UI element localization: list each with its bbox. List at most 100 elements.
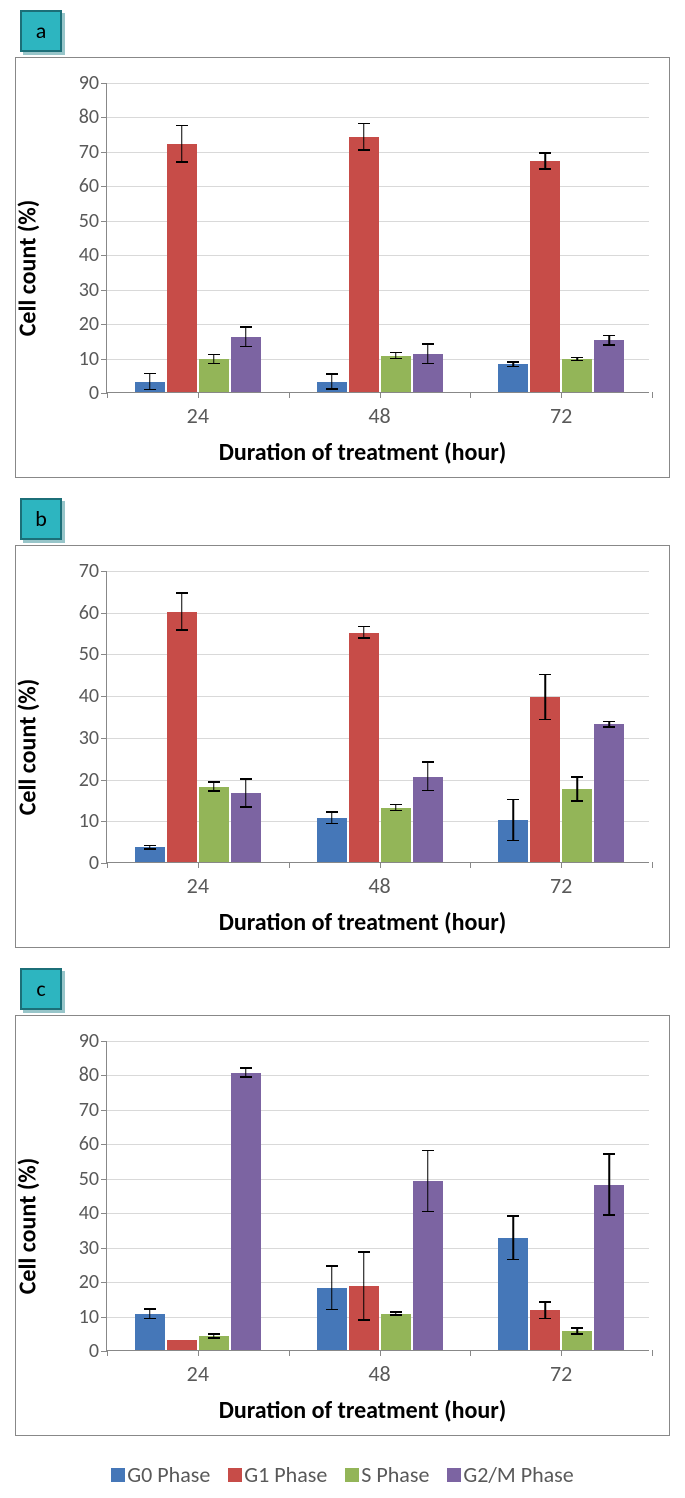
error-cap	[144, 845, 156, 847]
panel-label-a: a	[20, 10, 62, 52]
chart-a: Cell count (%)0102030405060708090244872D…	[15, 57, 670, 478]
ytick-label: 10	[79, 1305, 107, 1329]
error-cap	[240, 1067, 252, 1069]
error-cap	[208, 790, 220, 792]
bar-G2M	[594, 1185, 624, 1350]
error-bar	[544, 153, 546, 170]
bar-G1	[349, 1286, 379, 1350]
bar-G1	[530, 1310, 560, 1350]
error-cap	[208, 354, 220, 356]
bar-G0	[135, 847, 165, 862]
bar-G1	[530, 161, 560, 392]
bar-G0	[498, 820, 528, 862]
legend-item-G2M: G2/M Phase	[447, 1461, 573, 1488]
xtick-mark	[289, 862, 290, 868]
bar-G0	[317, 1288, 347, 1350]
bar-G1	[167, 1340, 197, 1350]
error-cap	[571, 1327, 583, 1329]
error-cap	[571, 357, 583, 359]
bar-group-72	[498, 1185, 624, 1350]
error-cap	[539, 168, 551, 170]
bar-G0	[135, 1314, 165, 1350]
xtick-label: 48	[368, 862, 390, 899]
xtick-label: 48	[368, 392, 390, 429]
error-cap	[390, 358, 402, 360]
error-bar	[608, 1154, 610, 1216]
error-cap	[240, 1076, 252, 1078]
chart-b: Cell count (%)010203040506070244872Durat…	[15, 545, 670, 948]
error-bar	[245, 779, 247, 808]
bar-G0	[498, 1238, 528, 1350]
ytick-label: 50	[79, 1167, 107, 1191]
y-axis-label: Cell count (%)	[14, 1157, 43, 1294]
gridline	[107, 1041, 649, 1042]
ytick-label: 0	[89, 1339, 107, 1363]
x-axis-label: Duration of treatment (hour)	[56, 908, 669, 937]
xtick-label: 72	[550, 1350, 572, 1387]
error-cap	[144, 1318, 156, 1320]
ytick-label: 50	[79, 209, 107, 233]
xtick-mark	[107, 862, 108, 868]
xtick-mark	[289, 1350, 290, 1356]
ytick-label: 80	[79, 1063, 107, 1087]
error-cap	[176, 125, 188, 127]
error-cap	[390, 1314, 402, 1316]
ytick-label: 20	[79, 768, 107, 792]
bar-S	[199, 359, 229, 392]
bar-G2M	[413, 777, 443, 863]
error-cap	[539, 674, 551, 676]
bar-G1	[167, 612, 197, 862]
bar-G2M	[231, 1073, 261, 1350]
error-cap	[571, 360, 583, 362]
y-axis-label: Cell count (%)	[14, 199, 43, 336]
bar-group-48	[317, 633, 443, 862]
error-cap	[176, 629, 188, 631]
chart-c: Cell count (%) 0102030405060708090244872 D…	[15, 1015, 670, 1436]
ytick-label: 10	[79, 809, 107, 833]
error-cap	[208, 1337, 220, 1339]
xtick-mark	[289, 392, 290, 398]
error-cap	[422, 1211, 434, 1213]
xtick-mark	[470, 1350, 471, 1356]
bar-group-24	[135, 612, 261, 862]
bar-group-24	[135, 144, 261, 392]
error-bar	[576, 777, 578, 802]
bar-S	[381, 1314, 411, 1350]
error-cap	[240, 806, 252, 808]
error-bar	[544, 674, 546, 720]
error-cap	[422, 343, 434, 345]
error-bar	[363, 123, 365, 151]
error-cap	[326, 823, 338, 825]
error-cap	[422, 363, 434, 365]
bar-G1	[167, 144, 197, 392]
bar-G0	[317, 382, 347, 392]
x-axis-label: Duration of treatment (hour)	[56, 1396, 669, 1425]
bar-group-48	[317, 137, 443, 392]
error-cap	[507, 366, 519, 368]
ytick-label: 80	[79, 105, 107, 129]
error-cap	[208, 781, 220, 783]
error-cap	[208, 1333, 220, 1335]
legend-item-G1: G1 Phase	[228, 1461, 327, 1488]
bar-G2M	[231, 337, 261, 392]
xtick-label: 24	[187, 392, 209, 429]
bar-S	[199, 1336, 229, 1350]
ytick-label: 10	[79, 347, 107, 371]
error-cap	[390, 810, 402, 812]
error-cap	[422, 790, 434, 792]
ytick-label: 40	[79, 684, 107, 708]
legend-swatch	[111, 1468, 125, 1482]
error-bar	[427, 344, 429, 365]
error-cap	[358, 626, 370, 628]
error-cap	[571, 800, 583, 802]
error-cap	[539, 152, 551, 154]
error-bar	[363, 1252, 365, 1321]
error-cap	[507, 361, 519, 363]
plot-area: 0102030405060708090244872	[106, 1041, 649, 1351]
legend-swatch	[345, 1468, 359, 1482]
ytick-label: 90	[79, 1029, 107, 1053]
panel-label-b: b	[20, 498, 62, 540]
legend-label: G2/M Phase	[463, 1461, 573, 1488]
error-cap	[144, 1308, 156, 1310]
error-cap	[176, 161, 188, 163]
